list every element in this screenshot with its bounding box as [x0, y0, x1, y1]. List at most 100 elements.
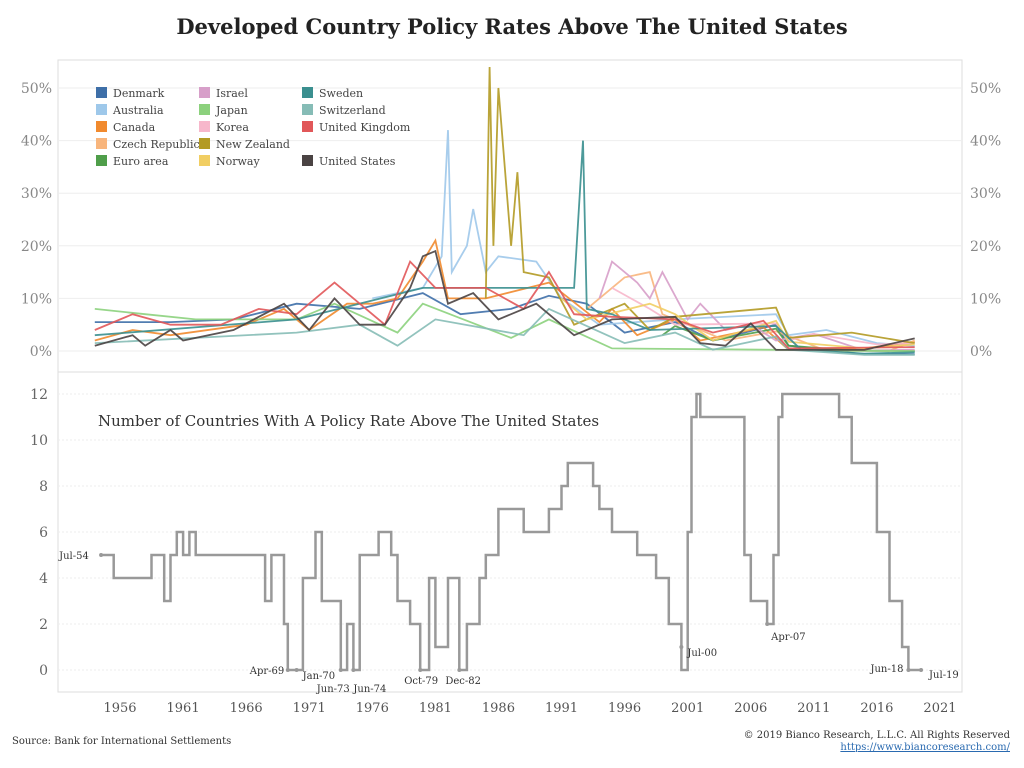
legend-label: United States [319, 155, 396, 168]
x-tick-label: 1961 [167, 701, 200, 716]
source-note: Source: Bank for International Settlemen… [12, 736, 232, 747]
legend-swatch [302, 104, 313, 115]
x-tick-label: 2006 [734, 701, 767, 716]
x-tick-label: 2011 [797, 701, 830, 716]
legend-swatch [302, 155, 313, 166]
legend-label: Japan [215, 104, 248, 117]
legend-label: Sweden [319, 87, 363, 100]
bottom-tick-label: 4 [39, 571, 48, 587]
annotation-marker [351, 668, 356, 672]
legend-swatch [96, 155, 107, 166]
legend-swatch [302, 121, 313, 132]
legend-swatch [199, 138, 210, 149]
top-left-tick-label: 20% [21, 239, 52, 255]
annotation-marker [906, 668, 911, 672]
website-link[interactable]: https://www.biancoresearch.com/ [840, 742, 1010, 753]
annotation-marker [418, 668, 423, 672]
series-line-switzerland [94, 307, 915, 356]
legend-swatch [199, 121, 210, 132]
bottom-tick-label: 10 [30, 433, 48, 449]
top-right-tick-label: 30% [970, 186, 1001, 202]
annotation-marker [338, 668, 343, 672]
legend-label: Switzerland [319, 104, 386, 117]
bottom-panel-title: Number of Countries With A Policy Rate A… [98, 412, 599, 430]
legend-label: Czech Republic [113, 138, 200, 151]
series-line-japan [94, 302, 915, 352]
legend-swatch [199, 87, 210, 98]
copyright-block: © 2019 Bianco Research, L.L.C. All Right… [744, 730, 1010, 754]
series-line-united-states [94, 249, 915, 351]
legend-label: Norway [216, 155, 260, 168]
legend-label: Australia [112, 104, 164, 117]
x-tick-label: 1986 [482, 701, 515, 716]
annotation-label: Oct-79 [404, 676, 438, 687]
top-left-tick-label: 30% [21, 186, 52, 202]
series-line-canada [94, 238, 915, 351]
annotation-marker [679, 645, 684, 649]
annotation-label: Dec-82 [445, 676, 481, 687]
annotation-label: Apr-69 [249, 666, 285, 677]
annotation-label: Jan-70 [302, 671, 336, 682]
top-right-tick-label: 0% [970, 344, 992, 360]
annotation-label: Jun-73 [316, 684, 350, 695]
x-tick-label: 1996 [608, 701, 641, 716]
legend-swatch [199, 104, 210, 115]
top-right-tick-label: 50% [970, 81, 1001, 97]
count-step-line [101, 392, 922, 672]
top-left-tick-label: 50% [21, 81, 52, 97]
legend-swatch [96, 121, 107, 132]
legend-label: Euro area [113, 155, 169, 168]
legend-swatch [96, 87, 107, 98]
x-tick-label: 2001 [671, 701, 704, 716]
legend-swatch [96, 104, 107, 115]
annotation-marker [285, 668, 290, 672]
series-line-australia [372, 130, 915, 347]
top-right-tick-label: 10% [970, 291, 1001, 307]
annotation-marker [919, 668, 924, 672]
top-left-tick-label: 0% [30, 344, 52, 360]
annotation-marker [765, 622, 770, 626]
x-tick-label: 1976 [356, 701, 389, 716]
legend-label: Denmark [113, 87, 165, 100]
top-left-tick-label: 40% [21, 134, 52, 150]
annotation-label: Jul-54 [58, 551, 89, 562]
legend-swatch [96, 138, 107, 149]
x-tick-label: 1991 [545, 701, 578, 716]
top-right-tick-label: 40% [970, 134, 1001, 150]
x-tick-label: 2016 [860, 701, 893, 716]
x-tick-label: 1981 [419, 701, 452, 716]
x-tick-label: 1966 [230, 701, 263, 716]
legend-label: New Zealand [216, 138, 290, 151]
annotation-label: Jun-18 [869, 664, 903, 675]
bottom-tick-label: 8 [39, 479, 48, 495]
bottom-tick-label: 2 [39, 617, 48, 633]
annotation-label: Jun-74 [352, 684, 386, 695]
legend-label: Korea [216, 121, 249, 134]
annotation-label: Apr-07 [770, 632, 806, 643]
bottom-tick-label: 0 [39, 663, 48, 679]
bottom-tick-label: 6 [39, 525, 48, 541]
annotation-marker [457, 668, 462, 672]
copyright-text: © 2019 Bianco Research, L.L.C. All Right… [743, 730, 1010, 741]
top-left-tick-label: 10% [21, 291, 52, 307]
legend-swatch [302, 87, 313, 98]
annotation-label: Jul-00 [686, 648, 717, 659]
legend-label: Canada [113, 121, 156, 134]
series-line-new-zealand [484, 66, 915, 344]
x-tick-label: 2021 [923, 701, 956, 716]
legend-label: Israel [216, 87, 248, 100]
legend-label: United Kingdom [319, 121, 411, 134]
x-tick-label: 1956 [103, 701, 136, 716]
annotation-marker [294, 668, 299, 672]
chart-title: Developed Country Policy Rates Above The… [176, 14, 848, 39]
top-right-tick-label: 20% [970, 239, 1001, 255]
bottom-tick-label: 12 [30, 387, 48, 403]
annotation-label: Jul-19 [928, 670, 959, 681]
series-line-israel [598, 260, 915, 352]
annotation-marker [99, 553, 104, 557]
series-line-united-kingdom [94, 259, 915, 350]
legend-swatch [199, 155, 210, 166]
series-line-czech-republic [586, 271, 916, 352]
x-tick-label: 1971 [293, 701, 326, 716]
